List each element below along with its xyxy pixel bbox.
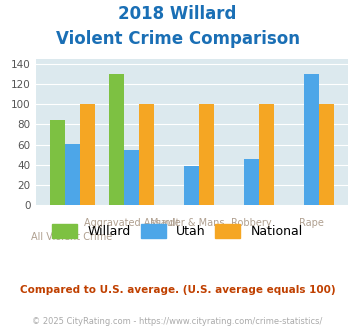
Bar bbox=[109, 75, 125, 205]
Text: Compared to U.S. average. (U.S. average equals 100): Compared to U.S. average. (U.S. average … bbox=[20, 285, 335, 295]
Legend: Willard, Utah, National: Willard, Utah, National bbox=[53, 223, 302, 238]
Bar bbox=[199, 105, 214, 205]
Bar bbox=[319, 105, 334, 205]
Bar bbox=[50, 120, 65, 205]
Bar bbox=[184, 166, 199, 205]
Text: Robbery: Robbery bbox=[231, 218, 272, 228]
Bar bbox=[140, 105, 154, 205]
Text: All Violent Crime: All Violent Crime bbox=[32, 232, 113, 242]
Bar bbox=[259, 105, 274, 205]
Bar bbox=[125, 149, 140, 205]
Text: Murder & Mans...: Murder & Mans... bbox=[150, 218, 234, 228]
Text: Violent Crime Comparison: Violent Crime Comparison bbox=[55, 30, 300, 48]
Bar bbox=[65, 144, 80, 205]
Text: © 2025 CityRating.com - https://www.cityrating.com/crime-statistics/: © 2025 CityRating.com - https://www.city… bbox=[32, 317, 323, 326]
Text: Rape: Rape bbox=[299, 218, 324, 228]
Bar bbox=[244, 158, 259, 205]
Bar bbox=[80, 105, 94, 205]
Text: 2018 Willard: 2018 Willard bbox=[118, 5, 237, 23]
Text: Aggravated Assault: Aggravated Assault bbox=[84, 218, 180, 228]
Bar bbox=[304, 75, 319, 205]
